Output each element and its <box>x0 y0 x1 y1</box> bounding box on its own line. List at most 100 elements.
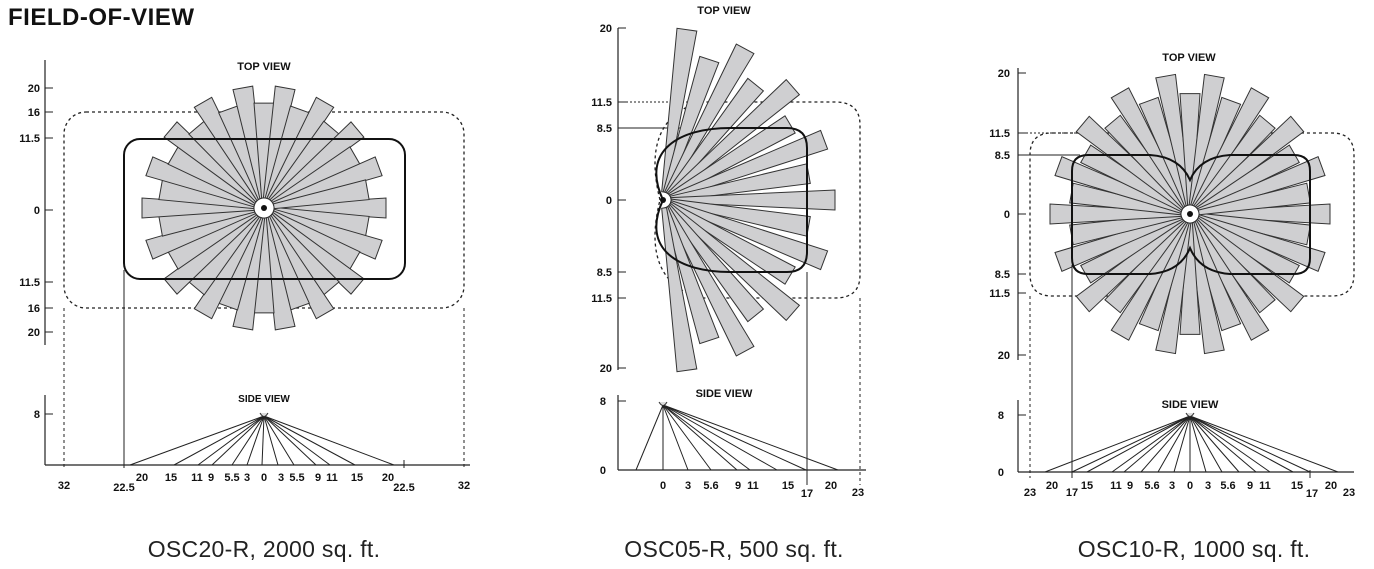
side-x-tick-label: 15 <box>782 480 794 492</box>
top-y-tick-label: 11.5 <box>591 97 612 109</box>
side-ray <box>662 404 807 471</box>
sensor-icon <box>259 412 269 417</box>
side-y-tick-label: 8 <box>34 409 40 421</box>
side-ray <box>1189 415 1223 473</box>
side-x-tick-label: 9 <box>315 472 321 484</box>
side-ray <box>1189 415 1294 473</box>
side-x-tick-label: 20 <box>1325 480 1337 492</box>
diagram-osc10: TOP VIEW 20 11.5 8.5 0 8.5 11.5 20 SIDE VIEW 8 0 23… <box>989 52 1355 500</box>
side-x-tick-label: 11 <box>326 472 338 484</box>
side-x-tick-label: 23 <box>1024 487 1036 499</box>
side-ray <box>662 404 689 471</box>
side-ray <box>1157 415 1191 473</box>
side-x-tick-label: 15 <box>1081 480 1093 492</box>
side-ray <box>263 415 395 466</box>
side-ray <box>1189 415 1311 473</box>
top-y-tick-label: 16 <box>28 107 40 119</box>
side-ray <box>1071 415 1191 473</box>
detection-lobe <box>272 179 370 210</box>
side-ray <box>1189 415 1207 473</box>
detection-lobe <box>661 207 698 373</box>
side-ray <box>263 415 317 466</box>
top-y-tick-label: 8.5 <box>597 123 612 135</box>
side-ray <box>261 415 265 466</box>
side-x-tick-label: 17 <box>801 488 813 500</box>
side-ray <box>635 404 664 471</box>
side-view-label: SIDE VIEW <box>1162 399 1219 411</box>
side-x-tick-label: 17 <box>1066 487 1078 499</box>
diagram-osc05: TOP VIEW 20 11.5 8.5 0 8.5 11.5 20 SIDE VIEW 8 0 0 3… <box>591 5 866 500</box>
side-x-tick-label: 9 <box>735 480 741 492</box>
side-ray <box>662 404 778 471</box>
side-ray <box>1189 415 1271 473</box>
side-x-tick-label: 20 <box>1046 480 1058 492</box>
side-x-tick-label: 32 <box>58 480 70 492</box>
side-x-tick-label: 3 <box>244 472 250 484</box>
top-view-label: TOP VIEW <box>237 61 291 73</box>
side-y-tick-label: 0 <box>998 467 1004 479</box>
caption-osc10: OSC10-R, 1000 sq. ft. <box>1077 536 1311 562</box>
top-y-tick-label: 0 <box>1004 209 1010 221</box>
caption-osc20: OSC20-R, 2000 sq. ft. <box>147 536 381 562</box>
top-y-tick-label: 0 <box>606 195 612 207</box>
top-y-tick-label: 20 <box>600 23 612 35</box>
side-x-tick-label: 3 <box>1169 480 1175 492</box>
side-x-tick-label: 9 <box>1127 480 1133 492</box>
page-title: FIELD-OF-VIEW <box>8 4 195 31</box>
field-of-view-diagrams: TOP VIEW 20 16 11.5 0 11.5 16 20 SIDE VIEW 8 32 22.… <box>19 5 1355 500</box>
inner-coverage-region <box>655 127 808 273</box>
side-x-tick-label: 5.6 <box>703 480 718 492</box>
side-x-tick-label: 3 <box>278 472 284 484</box>
top-y-tick-label: 11.5 <box>19 133 40 145</box>
side-ray <box>1173 415 1191 473</box>
caption-osc05: OSC05-R, 500 sq. ft. <box>624 536 844 562</box>
side-ray <box>662 404 738 471</box>
side-x-tick-label: 0 <box>261 472 267 484</box>
diagram-osc20: TOP VIEW 20 16 11.5 0 11.5 16 20 SIDE VIEW 8 32 22.… <box>19 60 470 494</box>
side-ray <box>662 404 712 471</box>
detection-lobe <box>1197 182 1311 216</box>
top-y-tick-label: 16 <box>28 303 40 315</box>
side-x-tick-label: 9 <box>1247 480 1253 492</box>
side-x-tick-label: 15 <box>165 472 177 484</box>
top-view-label: TOP VIEW <box>697 5 751 17</box>
side-y-tick-label: 0 <box>600 465 606 477</box>
side-ray <box>662 404 751 471</box>
side-ray <box>1044 415 1191 473</box>
side-ray <box>231 415 265 466</box>
top-y-tick-label: 0 <box>34 205 40 217</box>
side-ray <box>173 415 265 466</box>
top-y-tick-label: 20 <box>998 68 1010 80</box>
side-x-tick-label: 3 <box>1205 480 1211 492</box>
top-y-tick-label: 11.5 <box>989 128 1010 140</box>
side-ray <box>211 415 265 466</box>
side-x-tick-label: 11 <box>747 480 759 492</box>
sensor-icon <box>658 401 668 406</box>
side-ray <box>1086 415 1191 473</box>
side-ray <box>129 415 265 466</box>
top-y-tick-label: 8.5 <box>597 267 612 279</box>
side-x-tick-label: 22.5 <box>113 482 134 494</box>
top-y-tick-label: 20 <box>600 363 612 375</box>
side-x-tick-label: 5.6 <box>1144 480 1159 492</box>
top-y-tick-label: 20 <box>28 83 40 95</box>
side-x-tick-label: 20 <box>136 472 148 484</box>
side-x-tick-label: 32 <box>458 480 470 492</box>
side-ray <box>246 415 265 466</box>
side-ray <box>263 415 356 466</box>
side-x-tick-label: 9 <box>208 472 214 484</box>
side-ray <box>1123 415 1191 473</box>
sensor-point <box>1187 211 1193 217</box>
inner-coverage-region <box>1071 154 1311 275</box>
side-view-label: SIDE VIEW <box>696 388 753 400</box>
side-x-tick-label: 5.6 <box>1220 480 1235 492</box>
side-x-tick-label: 5.5 <box>289 472 304 484</box>
outer-coverage-region <box>654 101 861 299</box>
top-y-tick-label: 20 <box>28 327 40 339</box>
side-x-tick-label: 20 <box>382 472 394 484</box>
side-x-tick-label: 11 <box>1110 480 1122 492</box>
side-ray <box>263 415 279 466</box>
top-y-tick-label: 11.5 <box>591 293 612 305</box>
side-x-tick-label: 22.5 <box>393 482 414 494</box>
top-view-label: TOP VIEW <box>1162 52 1216 64</box>
